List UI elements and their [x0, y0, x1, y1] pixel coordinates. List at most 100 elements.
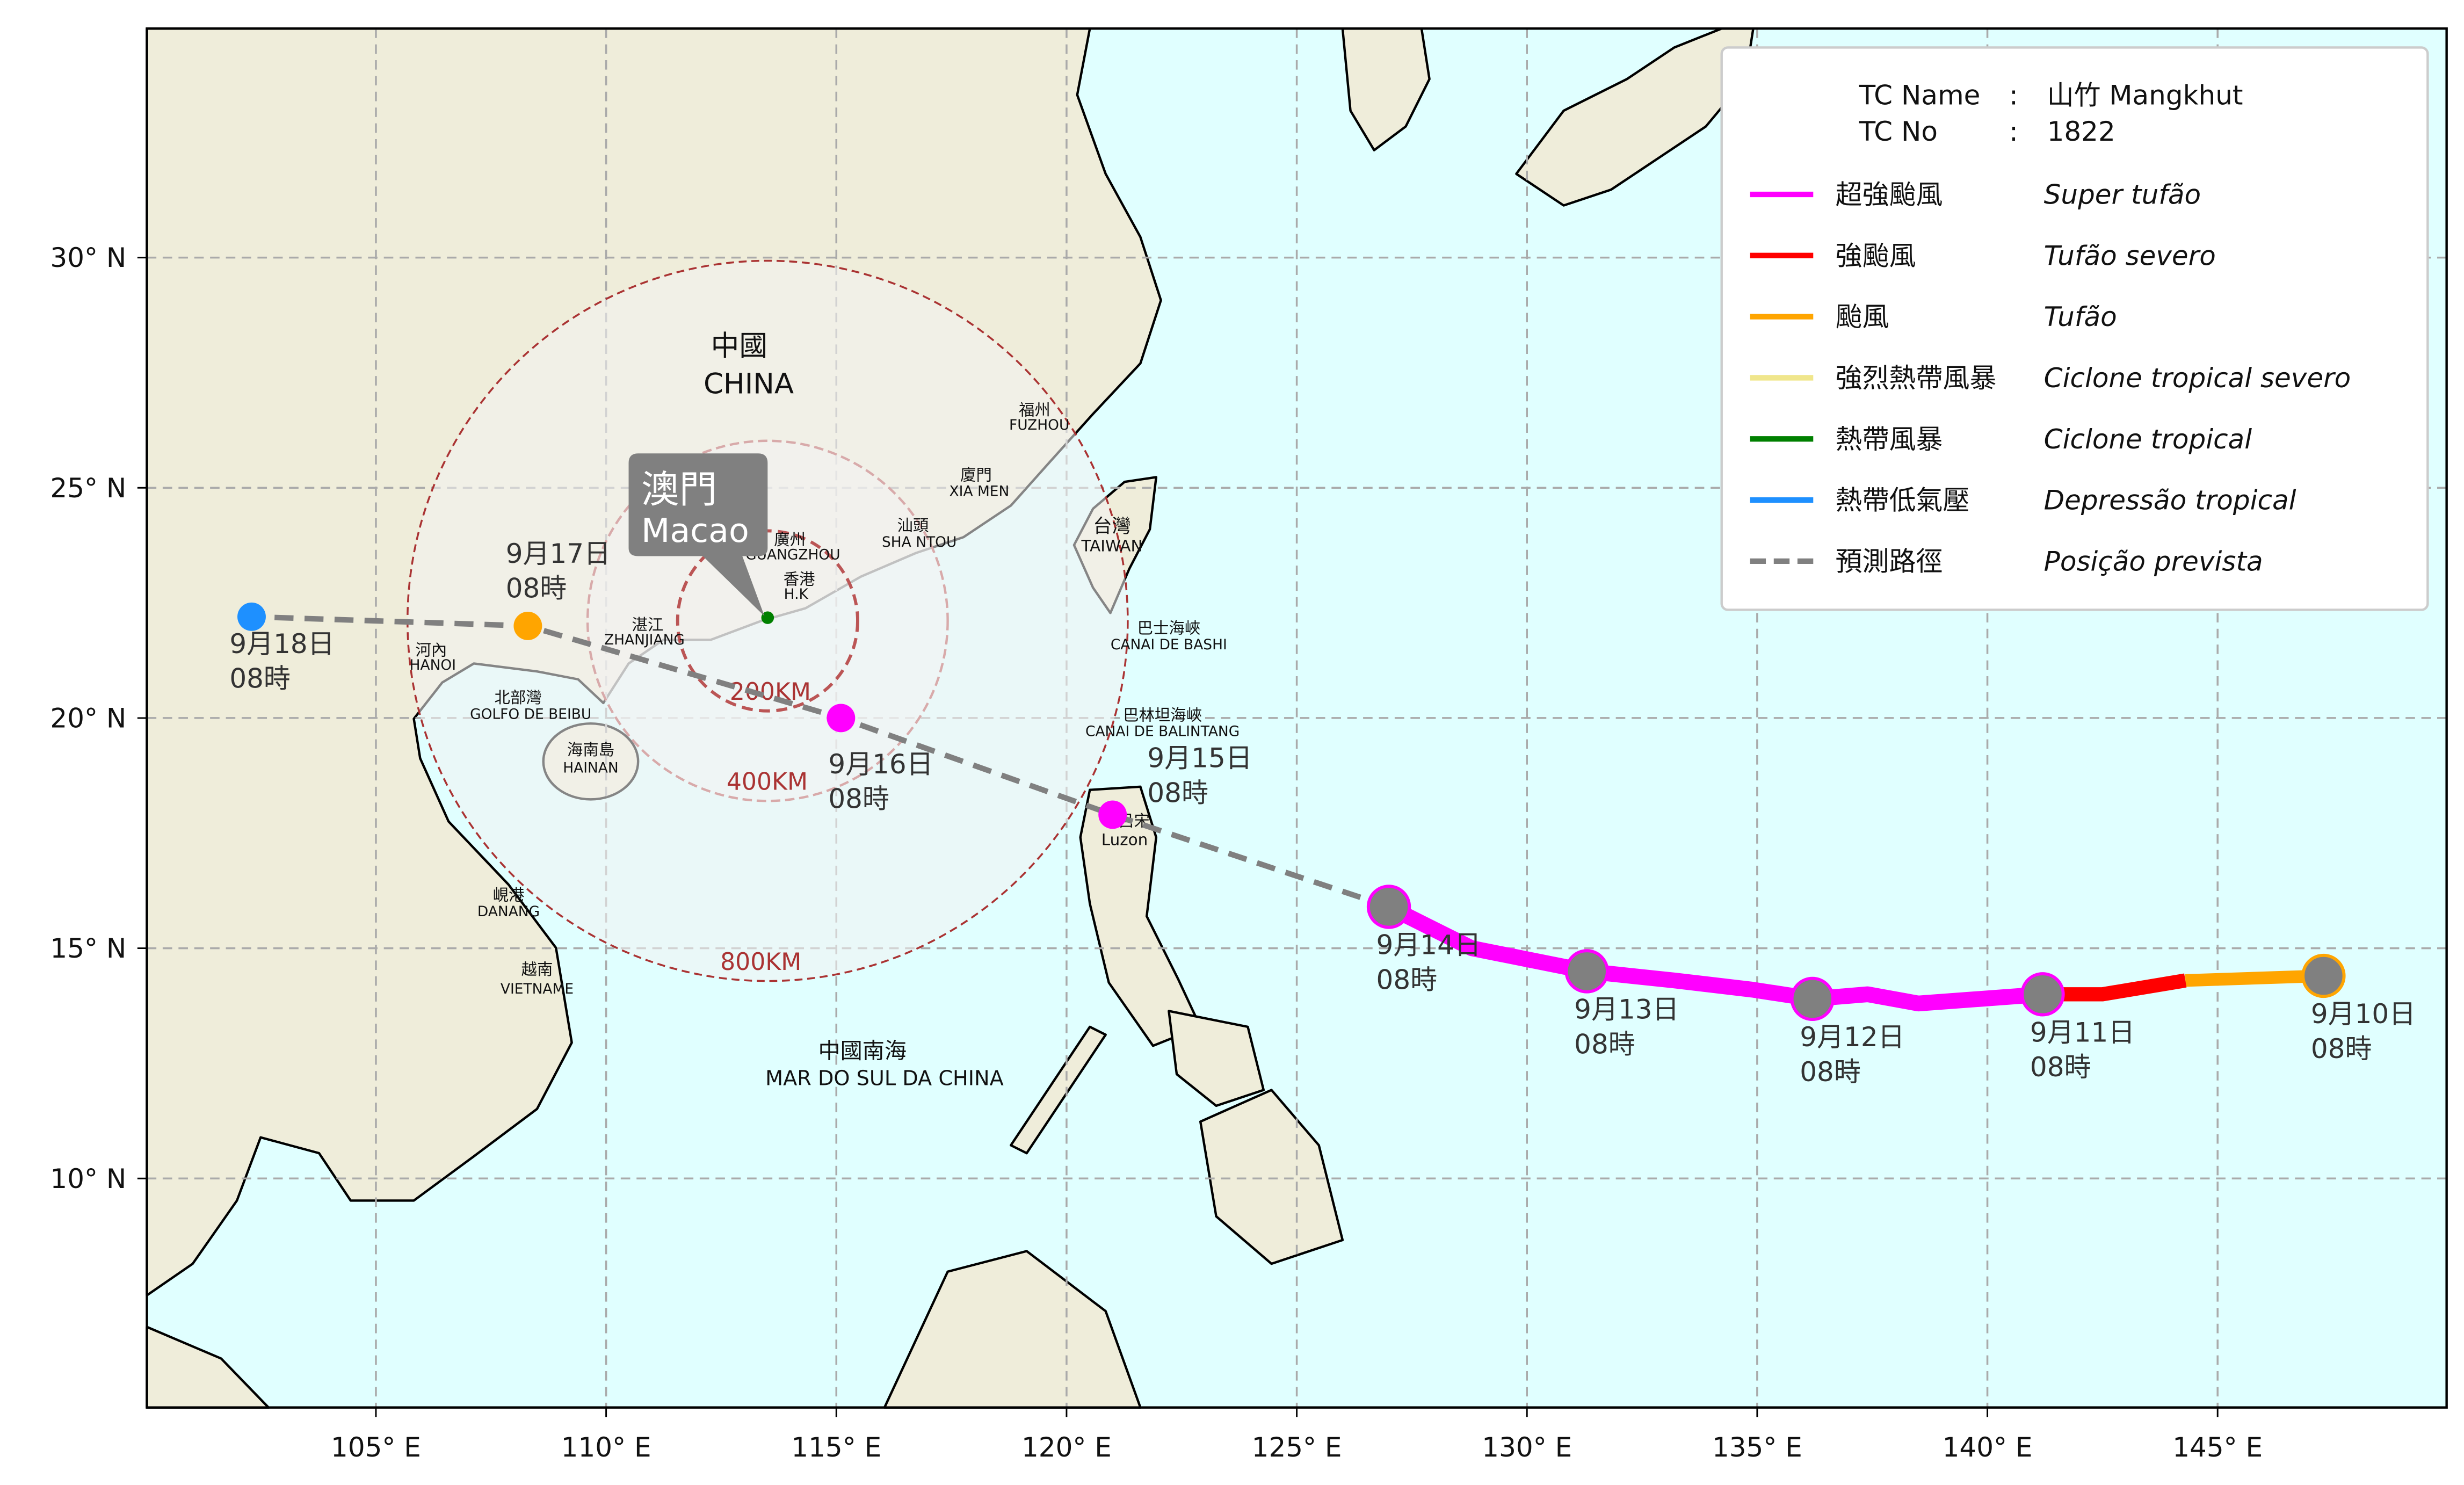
track-segment-typhoon	[2185, 969, 2324, 987]
legend-label-pt: Tufão severo	[2044, 240, 2216, 271]
lat-tick-label: 20° N	[50, 703, 126, 734]
visayas-islands	[1168, 1010, 1265, 1107]
time-label: 08時	[1376, 964, 1438, 995]
label-danang: DANANG	[477, 903, 540, 920]
lon-tick-label: 105° E	[331, 1432, 421, 1463]
observed-position-marker	[2301, 953, 2346, 998]
legend-item: 超強颱風 Super tufão	[1750, 179, 2201, 211]
legend-item: 熱帶風暴 Ciclone tropical	[1750, 424, 2252, 455]
label-hainan: HAINAN	[563, 759, 618, 776]
track-segment-super-typhoon	[1385, 900, 2043, 1012]
label-scs-cn: 中國南海	[818, 1038, 907, 1064]
lon-tick-label: 145° E	[2172, 1432, 2263, 1463]
lon-tick-label: 110° E	[561, 1432, 651, 1463]
tc-name: 山竹 Mangkhut	[2047, 79, 2243, 111]
time-label: 08時	[506, 573, 567, 604]
legend-label-cn: 強烈熱帶風暴	[1835, 363, 1996, 394]
label-danang-cn: 峴港	[493, 886, 525, 904]
palawan-island	[1010, 1025, 1107, 1155]
label-scs: MAR DO SUL DA CHINA	[765, 1067, 1004, 1091]
forecast-position-marker	[1098, 800, 1127, 829]
date-label: 9月16日	[828, 749, 933, 780]
date-label: 9月17日	[506, 538, 611, 569]
label-taiwan-cn: 台灣	[1093, 515, 1131, 537]
legend-label-pt: Posição prevista	[2044, 546, 2263, 577]
lon-tick-label: 125° E	[1252, 1432, 1342, 1463]
date-label: 9月11日	[2030, 1017, 2135, 1048]
label-shantou: SHA NTOU	[882, 534, 956, 550]
lon-tick-label: 140° E	[1943, 1432, 2033, 1463]
date-labels: 9月10日08時9月11日08時9月12日08時9月13日08時9月14日08時…	[229, 538, 2416, 1088]
date-label: 9月15日	[1147, 743, 1252, 774]
label-bashi-cn: 巴士海峽	[1137, 619, 1201, 638]
label-hainan-cn: 海南島	[567, 741, 614, 759]
label-beibu-cn: 北部灣	[495, 689, 542, 707]
observed-position-marker	[1366, 885, 1411, 929]
macao-callout: 澳門 Macao	[628, 453, 774, 624]
label-xiamen-cn: 廈門	[960, 466, 992, 484]
time-label: 08時	[1147, 777, 1208, 808]
legend-label-cn: 強颱風	[1835, 240, 1916, 271]
date-label: 9月13日	[1574, 994, 1679, 1025]
lat-tick-label: 25° N	[50, 473, 126, 504]
label-hanoi: HANOI	[410, 657, 456, 673]
legend-label-cn: 超強颱風	[1835, 179, 1943, 211]
macao-label-pt: Macao	[641, 511, 749, 550]
legend-item: 預測路徑 Posição prevista	[1750, 546, 2263, 577]
forecast-position-marker	[513, 611, 542, 640]
date-label: 9月10日	[2311, 998, 2416, 1030]
tc-no-label: TC No	[1859, 116, 1938, 147]
label-shantou-cn: 汕頭	[897, 516, 929, 534]
label-china: CHINA	[704, 368, 794, 401]
axis-ticks: 105° E 110° E 115° E 120° E 125° E 130° E 135°…	[50, 242, 2263, 1463]
legend-item: 熱帶低氣壓 Depressão tropical	[1750, 485, 2296, 516]
date-label: 9月12日	[1800, 1022, 1904, 1053]
lon-tick-label: 115° E	[791, 1432, 881, 1463]
label-luzon: Luzon	[1101, 831, 1148, 849]
legend-label-cn: 颱風	[1835, 301, 1889, 332]
legend-label-pt: Super tufão	[2044, 179, 2201, 211]
legend-label-pt: Ciclone tropical severo	[2044, 363, 2351, 394]
label-hanoi-cn: 河內	[415, 641, 447, 660]
legend: TC Name : 山竹 Mangkhut TC No : 1822 超強颱風 S…	[1720, 46, 2429, 611]
legend-label-pt: Tufão	[2044, 301, 2117, 332]
label-guangzhou-cn: 廣州	[774, 531, 806, 549]
lat-tick-label: 10° N	[50, 1163, 126, 1194]
label-china-cn: 中國	[711, 330, 767, 363]
legend-item: 強烈熱帶風暴 Ciclone tropical severo	[1750, 363, 2351, 394]
label-vietnam-cn: 越南	[521, 960, 553, 979]
macao-label-cn: 澳門	[641, 467, 717, 511]
time-label: 08時	[229, 663, 291, 694]
macao-callout-box	[628, 453, 768, 617]
label-hk-cn: 香港	[784, 570, 815, 588]
tc-no: 1822	[2047, 116, 2115, 147]
time-label: 08時	[828, 784, 889, 815]
lon-tick-label: 120° E	[1021, 1432, 1112, 1463]
label-800km: 800KM	[720, 948, 801, 976]
label-hk: H.K	[784, 586, 809, 603]
label-fuzhou-cn: 福州	[1019, 401, 1050, 419]
typhoon-track	[237, 602, 2346, 1022]
time-label: 08時	[2030, 1052, 2091, 1083]
colon: :	[2009, 79, 2018, 111]
mindanao-island	[1199, 1089, 1344, 1265]
label-beibu: GOLFO DE BEIBU	[470, 706, 591, 722]
label-vietnam: VIETNAME	[501, 981, 574, 997]
legend-label-pt: Ciclone tropical	[2044, 424, 2252, 455]
label-balintang-cn: 巴林坦海峽	[1123, 706, 1202, 724]
legend-item: 強颱風 Tufão severo	[1750, 240, 2216, 271]
legend-item: 颱風 Tufão	[1750, 301, 2117, 332]
label-taiwan: TAIWAN	[1081, 537, 1142, 555]
legend-label-cn: 熱帶風暴	[1835, 424, 1943, 455]
date-label: 9月18日	[229, 628, 334, 660]
label-xiamen: XIA MEN	[950, 483, 1010, 500]
legend-box	[1720, 46, 2429, 611]
legend-label-pt: Depressão tropical	[2044, 485, 2296, 516]
place-labels: 中國 CHINA 福州 FUZHOU 廈門 XIA MEN 汕頭 SHA NTO…	[410, 330, 1240, 1091]
lon-tick-label: 130° E	[1482, 1432, 1572, 1463]
observed-position-marker	[1564, 949, 1609, 994]
label-400km: 400KM	[727, 769, 808, 796]
label-zhanjiang: ZHANJIANG	[604, 632, 685, 648]
